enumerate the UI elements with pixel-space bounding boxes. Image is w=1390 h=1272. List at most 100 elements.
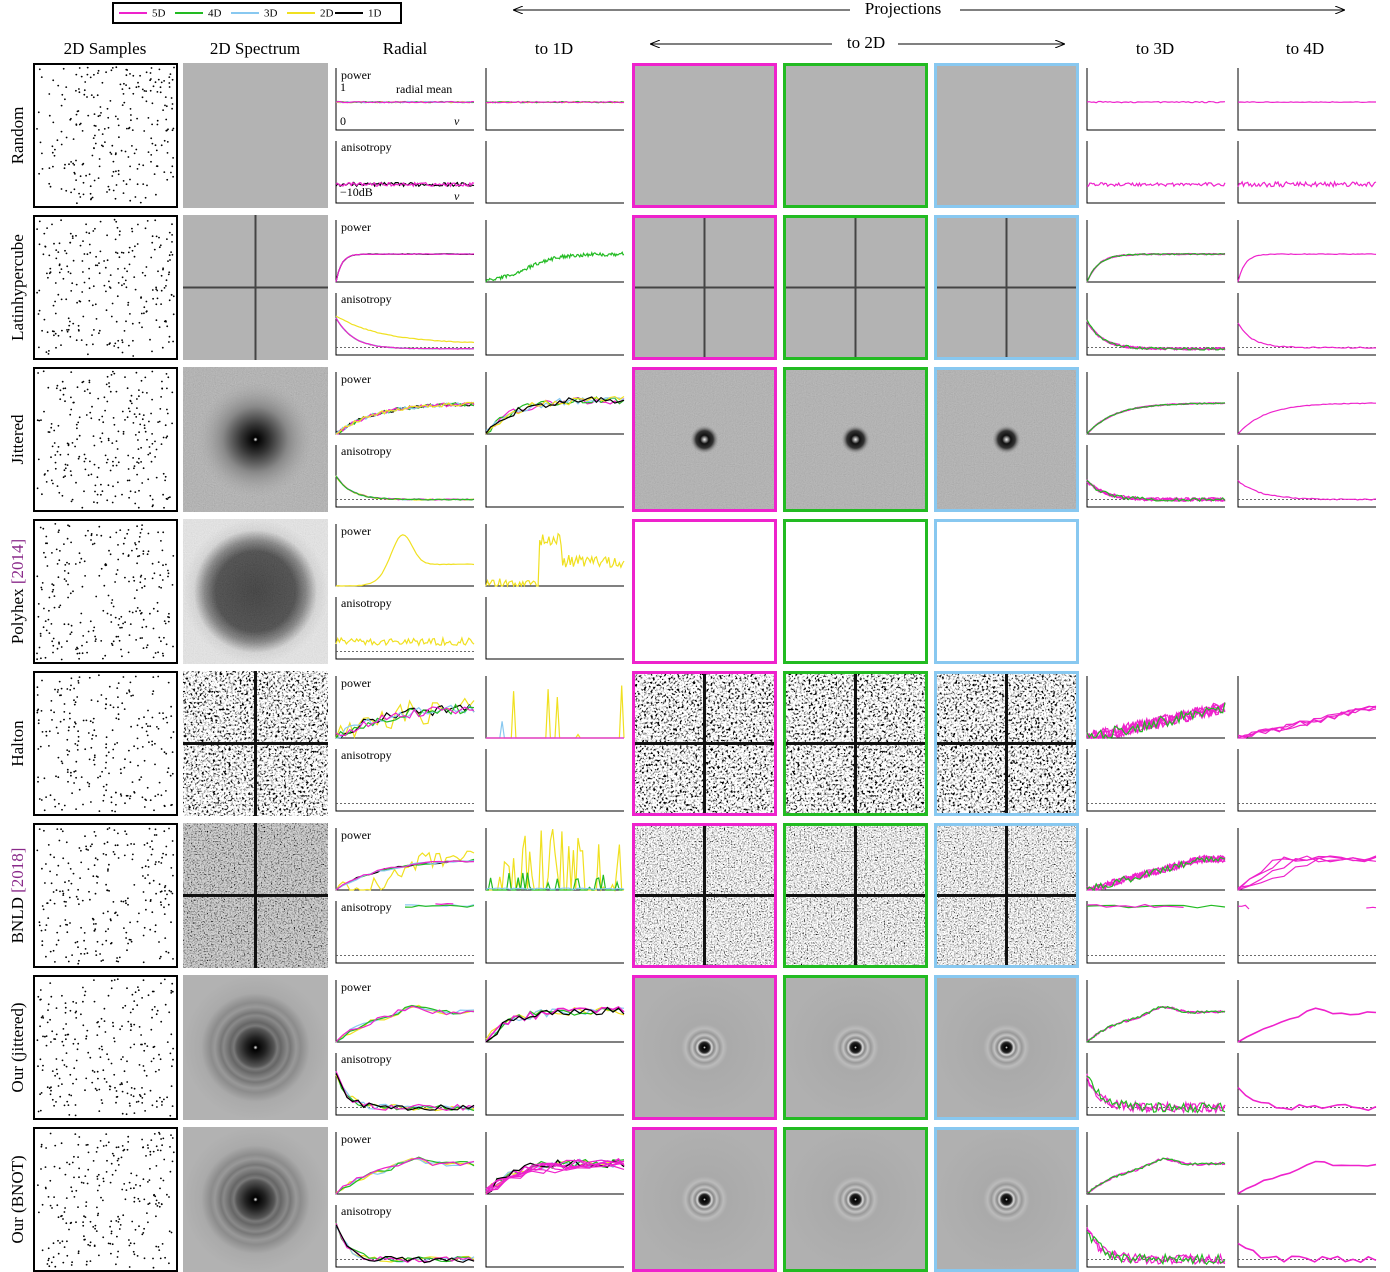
- sample-point: [145, 908, 147, 911]
- sample-point: [103, 260, 105, 262]
- sample-point: [69, 1073, 72, 1076]
- sample-point: [127, 1135, 130, 1138]
- curve: [1237, 402, 1376, 435]
- sample-point: [89, 192, 92, 195]
- sample-point: [129, 178, 131, 181]
- curve: [335, 476, 475, 501]
- sample-point: [48, 114, 51, 117]
- sample-point: [75, 895, 78, 898]
- plot-axes: [1237, 901, 1376, 964]
- sample-point: [42, 370, 45, 373]
- sample-point: [145, 646, 148, 649]
- sample-point: [81, 652, 84, 655]
- sample-point: [149, 1167, 151, 1170]
- sample-point: [100, 694, 103, 696]
- sample-point: [41, 1069, 44, 1071]
- sample-point: [136, 562, 139, 565]
- sample-point: [155, 834, 158, 836]
- projection-frame: [934, 1127, 1079, 1272]
- sample-point: [75, 1078, 78, 1081]
- sample-point: [142, 1146, 145, 1149]
- sample-point: [77, 740, 80, 742]
- curve: [1086, 1228, 1226, 1266]
- sample-point: [58, 642, 60, 645]
- sample-point: [114, 197, 117, 200]
- sample-point: [103, 1020, 106, 1022]
- curve: [1237, 705, 1377, 739]
- sample-point: [119, 230, 121, 233]
- sample-point: [155, 476, 158, 479]
- sample-point: [133, 1200, 136, 1203]
- sample-point: [74, 1104, 77, 1106]
- sample-point: [143, 130, 146, 132]
- sample-point: [158, 957, 161, 960]
- sample-point: [50, 1089, 52, 1092]
- sample-point: [133, 413, 136, 415]
- sample-point: [92, 230, 95, 232]
- curve: [335, 860, 475, 891]
- sample-point: [74, 701, 77, 704]
- panel-label: power: [341, 524, 371, 538]
- sample-point: [41, 152, 43, 155]
- projection-frame: [783, 1127, 928, 1272]
- sample-point: [110, 1252, 112, 1255]
- sample-point: [66, 265, 69, 268]
- sample-point: [129, 1105, 131, 1107]
- center: [183, 367, 328, 512]
- sample-point: [68, 712, 71, 715]
- sample-point: [70, 631, 73, 634]
- sample-point: [104, 454, 107, 457]
- sample-point: [84, 457, 87, 460]
- sample-point: [108, 280, 110, 283]
- sample-point: [133, 791, 136, 794]
- curve: [1086, 855, 1226, 891]
- sample-point: [111, 1152, 114, 1155]
- sample-point: [136, 243, 139, 245]
- sample-point: [150, 460, 153, 463]
- sample-point: [131, 145, 133, 147]
- sample-point: [71, 1161, 74, 1164]
- sample-point: [165, 129, 168, 132]
- sample-point: [48, 1087, 51, 1090]
- sample-point: [116, 1159, 119, 1162]
- sample-point: [153, 1006, 156, 1008]
- sample-point: [144, 578, 147, 580]
- sample-point: [115, 152, 117, 155]
- sample-point: [88, 232, 91, 235]
- curve: [485, 1160, 625, 1190]
- sample-point: [118, 136, 120, 139]
- sample-point: [81, 585, 84, 588]
- sample-point: [75, 159, 77, 162]
- sample-point: [82, 1182, 85, 1184]
- sample-point: [49, 1204, 52, 1207]
- sample-point: [58, 529, 60, 532]
- sample-point: [142, 553, 145, 555]
- sample-point: [128, 1244, 131, 1247]
- sample-point: [71, 792, 73, 795]
- sample-point: [67, 862, 70, 865]
- sample-point: [135, 371, 138, 374]
- bg: [632, 519, 777, 664]
- sample-point: [63, 1211, 66, 1213]
- sample-point: [115, 717, 118, 720]
- sample-point: [157, 78, 160, 81]
- sample-point: [128, 797, 131, 800]
- sample-point: [48, 272, 51, 275]
- sample-point: [95, 954, 98, 956]
- sample-point: [59, 1242, 61, 1244]
- sample-point: [163, 506, 165, 509]
- plot-axes: [1086, 1053, 1225, 1116]
- sample-point: [141, 997, 144, 999]
- sample-point: [92, 435, 95, 437]
- sample-point: [142, 164, 145, 167]
- sample-point: [45, 1035, 48, 1037]
- sample-point: [160, 274, 163, 277]
- sample-point: [169, 1146, 171, 1148]
- plot-axes: [1237, 68, 1376, 131]
- sample-point: [152, 85, 155, 88]
- sample-point: [164, 424, 167, 427]
- sample-point: [117, 635, 120, 638]
- sample-point: [47, 386, 50, 389]
- sample-point: [162, 268, 164, 271]
- sample-point: [82, 1000, 84, 1003]
